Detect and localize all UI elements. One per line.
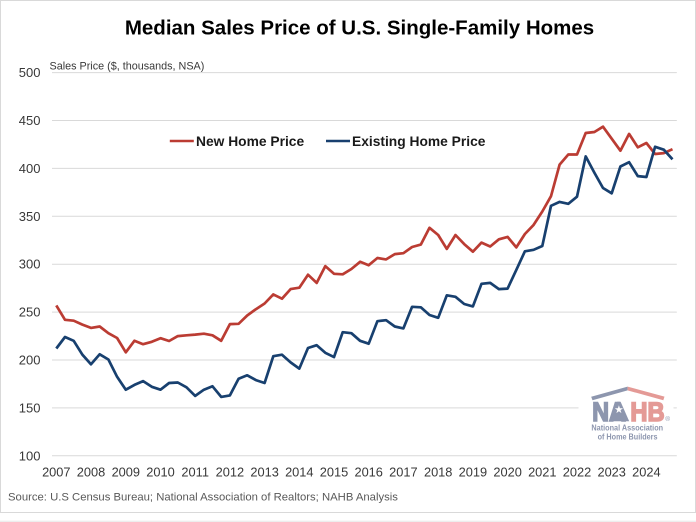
svg-text:Existing Home Price: Existing Home Price	[352, 134, 486, 149]
svg-text:2009: 2009	[112, 465, 140, 480]
svg-text:Median Sales Price of U.S. Sin: Median Sales Price of U.S. Single-Family…	[125, 17, 594, 40]
svg-text:2013: 2013	[250, 465, 278, 480]
svg-text:2019: 2019	[459, 465, 487, 480]
svg-text:National Association: National Association	[591, 424, 663, 433]
svg-text:300: 300	[19, 257, 41, 272]
svg-text:450: 450	[19, 113, 41, 128]
svg-text:2015: 2015	[320, 465, 348, 480]
svg-text:2024: 2024	[632, 465, 660, 480]
svg-text:2022: 2022	[563, 465, 591, 480]
svg-text:2023: 2023	[597, 465, 625, 480]
svg-text:2010: 2010	[146, 465, 174, 480]
svg-text:2012: 2012	[216, 465, 244, 480]
svg-text:200: 200	[19, 353, 41, 368]
svg-text:2021: 2021	[528, 465, 556, 480]
svg-text:400: 400	[19, 161, 41, 176]
svg-text:New Home Price: New Home Price	[196, 134, 304, 149]
svg-text:350: 350	[19, 209, 41, 224]
svg-text:100: 100	[19, 448, 41, 463]
svg-text:2014: 2014	[285, 465, 313, 480]
svg-text:2011: 2011	[181, 465, 209, 480]
svg-text:150: 150	[19, 400, 41, 415]
svg-text:250: 250	[19, 305, 41, 320]
svg-text:Source: U.S Census Bureau; Nat: Source: U.S Census Bureau; National Asso…	[8, 492, 398, 504]
svg-text:2020: 2020	[493, 465, 521, 480]
svg-text:2018: 2018	[424, 465, 452, 480]
svg-text:2008: 2008	[77, 465, 105, 480]
svg-text:2017: 2017	[389, 465, 417, 480]
svg-text:2007: 2007	[42, 465, 70, 480]
svg-text:of Home Builders: of Home Builders	[598, 433, 658, 442]
svg-text:HB: HB	[630, 397, 664, 427]
svg-text:500: 500	[19, 65, 41, 80]
svg-text:®: ®	[665, 415, 670, 423]
svg-text:Sales Price ($, thousands, NSA: Sales Price ($, thousands, NSA)	[50, 61, 205, 73]
svg-text:2016: 2016	[354, 465, 382, 480]
